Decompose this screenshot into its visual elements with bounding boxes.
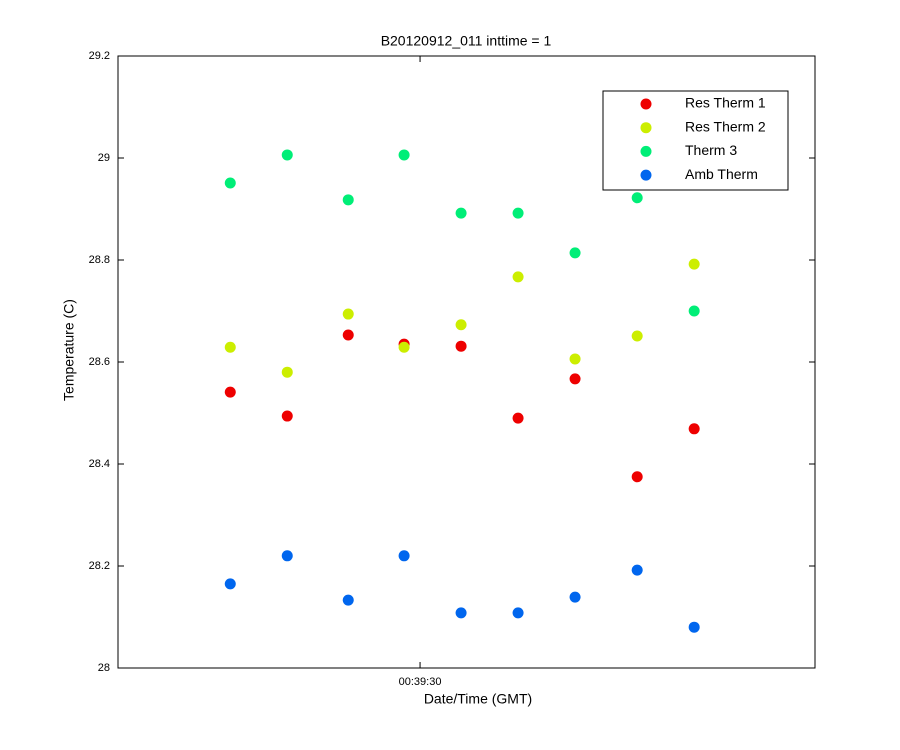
point: [512, 607, 524, 619]
x-axis-label: Date/Time (GMT): [424, 691, 532, 707]
y-tick-label: 29: [98, 152, 110, 164]
point: [224, 578, 236, 590]
point: [281, 410, 293, 422]
point: [281, 550, 293, 562]
point: [455, 607, 467, 619]
point: [688, 423, 700, 435]
point: [398, 149, 410, 161]
legend-marker: [640, 98, 652, 110]
point: [281, 149, 293, 161]
y-tick-label: 28.6: [89, 356, 110, 368]
point: [281, 366, 293, 378]
y-tick-label: 28.8: [89, 254, 110, 266]
y-tick-label: 28.2: [89, 560, 110, 572]
legend-label: Res Therm 2: [685, 118, 766, 134]
point: [224, 341, 236, 353]
point: [569, 247, 581, 259]
point: [512, 412, 524, 424]
point: [342, 329, 354, 341]
point: [569, 353, 581, 365]
point: [455, 340, 467, 352]
point: [455, 207, 467, 219]
legend-marker: [640, 169, 652, 181]
point: [631, 471, 643, 483]
point: [224, 386, 236, 398]
point: [688, 621, 700, 633]
point: [512, 207, 524, 219]
y-tick-label: 28.4: [89, 458, 110, 470]
point: [342, 594, 354, 606]
legend-marker: [640, 145, 652, 157]
y-axis-label: Temperature (C): [61, 299, 77, 401]
chart-title: B20120912_011 inttime = 1: [381, 33, 552, 49]
point: [512, 271, 524, 283]
point: [631, 330, 643, 342]
point: [631, 192, 643, 204]
legend-box: [602, 90, 789, 191]
point: [455, 319, 467, 331]
point: [398, 341, 410, 353]
legend-label: Amb Therm: [685, 166, 758, 182]
point: [688, 305, 700, 317]
point: [688, 258, 700, 270]
point: [342, 308, 354, 320]
point: [224, 177, 236, 189]
x-tick-label: 00:39:30: [399, 676, 442, 688]
y-tick-label: 29.2: [89, 50, 110, 62]
point: [631, 564, 643, 576]
point: [569, 373, 581, 385]
point: [569, 591, 581, 603]
point: [342, 194, 354, 206]
legend-label: Therm 3: [685, 142, 737, 158]
legend-label: Res Therm 1: [685, 95, 766, 111]
legend-marker: [640, 122, 652, 134]
y-tick-label: 28: [98, 662, 110, 674]
point: [398, 550, 410, 562]
